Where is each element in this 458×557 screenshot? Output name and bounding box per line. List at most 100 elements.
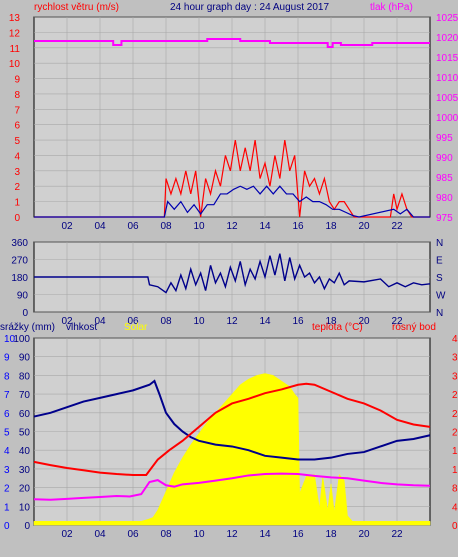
- x-tick-label: 14: [259, 316, 271, 327]
- humidity-legend: vlhkost: [66, 322, 97, 333]
- y-tick-label-pressure: 1005: [436, 93, 458, 104]
- y-tick-label-pressure: 985: [436, 173, 453, 184]
- y-tick-label-humidity: 80: [19, 371, 31, 382]
- y-tick-label-humidity: 0: [24, 521, 30, 532]
- series-teplota: [33, 382, 431, 476]
- series-tlak: [34, 38, 430, 48]
- y-tick-label-pressure: 995: [436, 133, 453, 144]
- x-tick-label: 10: [193, 221, 205, 232]
- y-tick-label-pressure: 980: [436, 193, 453, 204]
- wind-speed-axis-label: rychlost větru (m/s): [34, 2, 119, 13]
- dew-point-legend: rosný bod: [392, 322, 436, 333]
- x-tick-label: 06: [127, 316, 139, 327]
- y-tick-label-temperature: 40: [452, 334, 458, 345]
- y-tick-label-temperature: 28: [452, 390, 458, 401]
- y-tick-label-wind: 11: [10, 44, 21, 55]
- temperature-legend: teplota (°C): [312, 322, 363, 333]
- y-tick-label-rain: 8: [4, 371, 10, 382]
- x-tick-label: 20: [358, 529, 370, 540]
- y-tick-label-rain: 2: [4, 484, 10, 495]
- x-tick-label: 12: [226, 316, 238, 327]
- series-rosný-bod: [33, 472, 431, 501]
- x-tick-label: 20: [358, 221, 370, 232]
- y-tick-label-pressure: 1010: [436, 73, 458, 84]
- series-rychlost-větru: [34, 139, 430, 218]
- y-tick-label-temperature: 24: [452, 409, 458, 420]
- x-tick-label: 04: [94, 221, 106, 232]
- y-tick-label-wind: 1: [14, 198, 20, 209]
- compass-label: E: [436, 256, 443, 267]
- compass-label: S: [436, 273, 443, 284]
- compass-label: W: [436, 291, 446, 302]
- y-tick-label-rain: 7: [4, 390, 10, 401]
- y-tick-label-rain: 10: [4, 334, 16, 345]
- y-tick-label-pressure: 1020: [436, 33, 458, 44]
- x-tick-label: 20: [358, 316, 370, 327]
- y-tick-label-rain: 1: [4, 502, 10, 513]
- y-tick-label-humidity: 20: [19, 484, 31, 495]
- y-tick-label-wind: 13: [9, 13, 21, 24]
- y-tick-label-direction: 270: [11, 256, 28, 267]
- y-tick-label-temperature: 0: [452, 521, 458, 532]
- x-tick-label: 02: [61, 529, 73, 540]
- y-tick-label-wind: 10: [9, 59, 21, 70]
- y-tick-label-wind: 4: [14, 151, 20, 162]
- y-tick-label-humidity: 100: [13, 334, 30, 345]
- y-tick-label-rain: 0: [4, 521, 10, 532]
- y-tick-label-humidity: 30: [19, 465, 31, 476]
- x-tick-label: 02: [61, 316, 73, 327]
- y-tick-label-wind: 8: [14, 90, 20, 101]
- x-tick-label: 08: [160, 529, 172, 540]
- y-tick-label-wind: 2: [14, 182, 20, 193]
- x-tick-label: 12: [226, 529, 238, 540]
- y-tick-label-temperature: 4: [452, 502, 458, 513]
- y-tick-label-humidity: 70: [19, 390, 31, 401]
- series-layer: [33, 38, 431, 526]
- y-tick-label-direction: 0: [22, 308, 28, 319]
- x-tick-label: 22: [391, 529, 403, 540]
- y-tick-label-humidity: 10: [19, 502, 31, 513]
- y-tick-label-wind: 7: [14, 105, 20, 116]
- y-tick-label-pressure: 1015: [436, 53, 458, 64]
- y-tick-label-wind: 9: [14, 75, 20, 86]
- y-tick-label-pressure: 1000: [436, 113, 458, 124]
- x-tick-label: 18: [325, 529, 337, 540]
- y-tick-label-wind: 3: [14, 167, 20, 178]
- series-wind-direction: [34, 253, 431, 294]
- rain-legend: srážky (mm): [0, 322, 55, 333]
- x-tick-label: 16: [292, 529, 304, 540]
- x-tick-label: 18: [325, 316, 337, 327]
- chart-title: 24 hour graph day : 24 August 2017: [170, 2, 329, 13]
- x-tick-label: 18: [325, 221, 337, 232]
- y-tick-label-temperature: 16: [452, 446, 458, 457]
- x-tick-label: 14: [259, 529, 271, 540]
- x-tick-label: 14: [259, 221, 271, 232]
- y-tick-label-direction: 180: [11, 273, 28, 284]
- compass-label: N: [436, 308, 443, 319]
- y-tick-label-temperature: 32: [452, 371, 458, 382]
- y-tick-label-pressure: 975: [436, 213, 453, 224]
- y-tick-label-wind: 12: [9, 28, 21, 39]
- x-tick-label: 10: [193, 529, 205, 540]
- x-tick-label: 16: [292, 221, 304, 232]
- x-tick-label: 06: [127, 221, 139, 232]
- x-tick-label: 08: [160, 221, 172, 232]
- x-tick-label: 02: [61, 221, 73, 232]
- x-tick-label: 12: [226, 221, 238, 232]
- series-vlhkost: [33, 379, 431, 461]
- pressure-axis-label: tlak (hPa): [370, 2, 413, 13]
- solar-legend: Solar: [124, 322, 148, 333]
- x-tick-label: 04: [94, 529, 106, 540]
- y-tick-label-rain: 9: [4, 353, 10, 364]
- y-tick-label-pressure: 1025: [436, 13, 458, 24]
- x-tick-label: 22: [391, 221, 403, 232]
- x-tick-label: 04: [94, 316, 106, 327]
- y-tick-label-temperature: 36: [452, 353, 458, 364]
- compass-label: N: [436, 238, 443, 249]
- y-tick-label-temperature: 20: [452, 428, 458, 439]
- y-tick-label-temperature: 12: [452, 465, 458, 476]
- y-tick-label-humidity: 40: [19, 446, 31, 457]
